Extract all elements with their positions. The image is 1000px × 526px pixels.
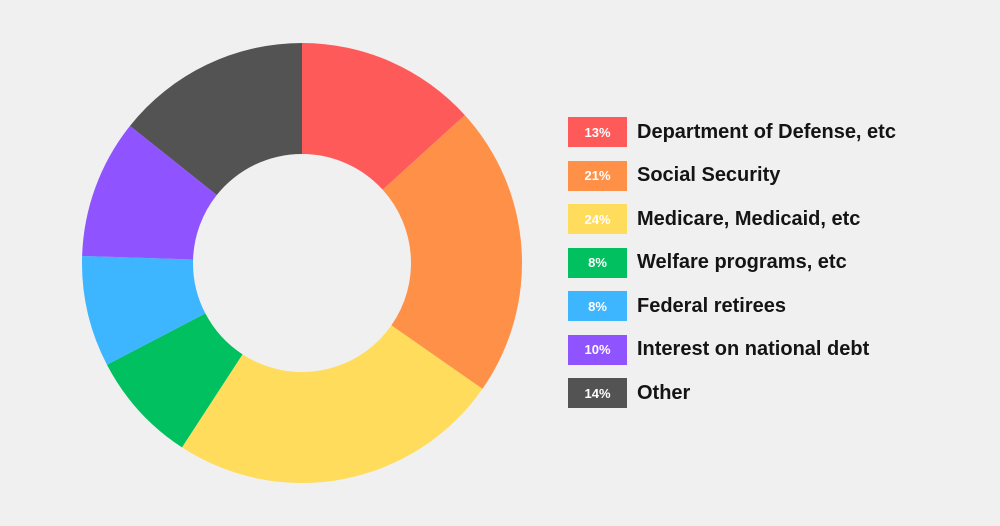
donut-slice-4 [106, 313, 243, 448]
legend-item-1: 13% Department of Defense, etc [568, 117, 988, 147]
donut-slice-7 [129, 43, 302, 196]
legend-item-4: 8% Welfare programs, etc [568, 247, 988, 278]
donut-slice-6 [82, 125, 217, 260]
legend-swatch: 8% [568, 247, 627, 278]
legend-swatch: 8% [568, 291, 627, 321]
legend-item-3: 24% Medicare, Medicaid, etc [568, 204, 988, 234]
legend: 13% Department of Defense, etc 21% Social S… [568, 117, 988, 422]
legend-swatch: 13% [568, 117, 627, 147]
legend-item-6: 10% Interest on national debt [568, 334, 988, 365]
legend-swatch: 21% [568, 160, 627, 191]
legend-item-5: 8% Federal retirees [568, 291, 988, 321]
legend-swatch: 14% [568, 378, 627, 408]
legend-item-2: 21% Social Security [568, 160, 988, 191]
legend-item-7: 14% Other [568, 378, 988, 408]
legend-label: Interest on national debt [637, 338, 870, 360]
legend-label: Federal retirees [637, 294, 786, 317]
legend-label: Medicare, Medicaid, etc [637, 207, 861, 230]
legend-swatch: 10% [568, 334, 627, 365]
legend-swatch: 24% [568, 204, 627, 234]
donut-slice-2 [382, 115, 522, 389]
legend-label: Other [637, 381, 691, 404]
donut-slice-5 [82, 255, 206, 365]
legend-label: Social Security [637, 164, 781, 186]
legend-label: Welfare programs, etc [637, 251, 847, 273]
donut-slice-3 [181, 325, 483, 484]
legend-label: Department of Defense, etc [637, 120, 896, 143]
donut-slice-1 [302, 43, 465, 190]
